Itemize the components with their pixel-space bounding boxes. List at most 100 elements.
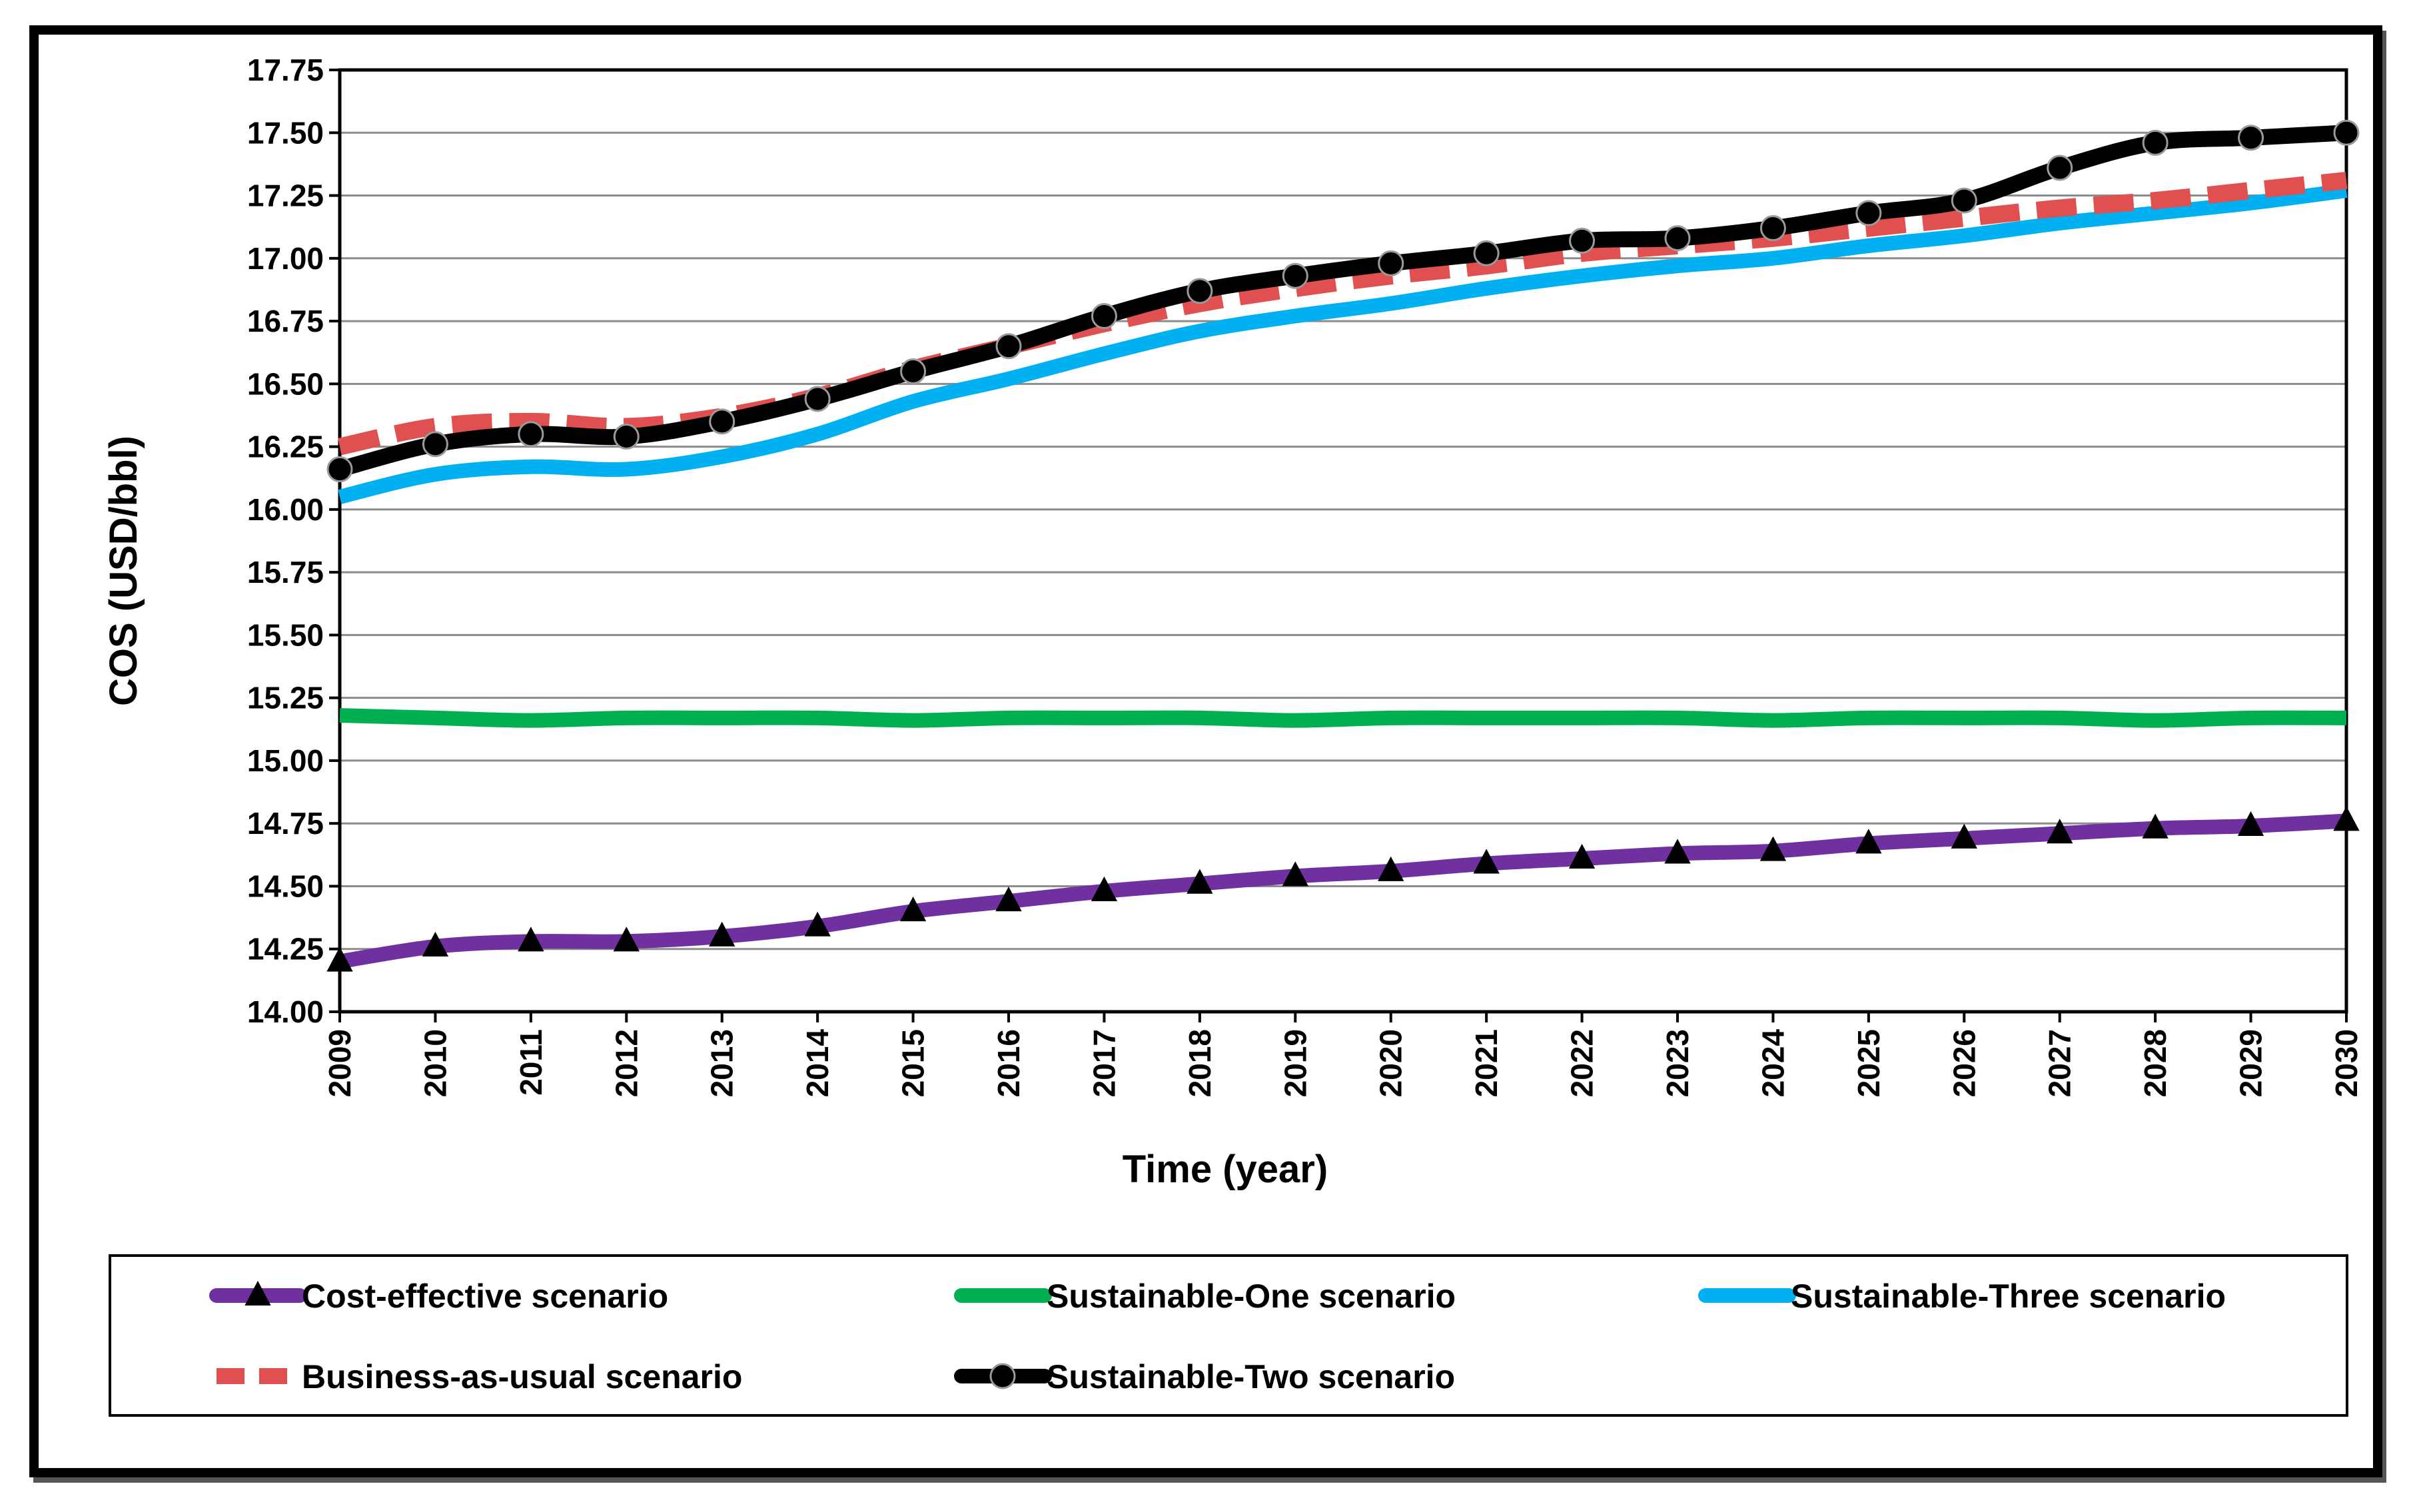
x-tick-label: 2027	[2043, 1029, 2077, 1097]
data-point	[1951, 823, 1977, 849]
data-point	[1378, 250, 1404, 276]
y-tick-label: 16.75	[247, 304, 324, 338]
series-sustainable-one-scenario	[339, 708, 2347, 728]
x-tick-label: 2026	[1947, 1029, 1981, 1097]
y-tick-label: 16.00	[247, 492, 324, 527]
data-point	[326, 946, 353, 972]
x-tick-label: 2016	[991, 1029, 1026, 1097]
data-point	[422, 931, 449, 956]
x-tick-label: 2022	[1565, 1029, 1600, 1097]
series-line	[338, 183, 2348, 504]
y-tick-label: 14.00	[247, 994, 324, 1029]
legend-entry: Sustainable-One scenario	[954, 1278, 1456, 1315]
data-point	[804, 911, 831, 937]
data-point	[2142, 813, 2169, 839]
x-tick-label: 2028	[2138, 1029, 2172, 1097]
data-point	[2238, 125, 2264, 151]
x-axis-title: Time (year)	[1123, 1148, 1328, 1191]
data-point	[422, 431, 448, 458]
data-point	[1473, 849, 1500, 874]
series-group	[326, 119, 2360, 972]
series-line	[339, 708, 2347, 728]
x-tick-label: 2021	[1469, 1029, 1504, 1097]
data-point	[518, 421, 544, 448]
series-line	[338, 171, 2348, 456]
data-point	[2047, 819, 2073, 844]
series-sustainable-two-scenario	[326, 119, 2360, 483]
y-tick-label: 16.50	[247, 366, 324, 401]
y-tick-label: 14.75	[247, 806, 324, 841]
series-cost-effective-scenario	[326, 806, 2360, 972]
x-tick-label: 2025	[1851, 1029, 1886, 1097]
data-point	[1473, 240, 1500, 266]
data-point	[326, 456, 353, 483]
data-point	[1759, 215, 1786, 242]
series-sustainable-three-scenario	[338, 183, 2348, 504]
data-point	[1187, 869, 1213, 894]
data-point	[899, 897, 927, 922]
data-point	[1282, 262, 1308, 289]
data-point	[1664, 839, 1691, 864]
y-tick-label: 17.50	[247, 115, 324, 150]
x-tick-label: 2009	[322, 1029, 357, 1097]
data-point	[1569, 227, 1596, 254]
y-tick-label: 17.25	[247, 179, 324, 213]
legend-marker	[989, 1363, 1016, 1389]
data-point	[1951, 187, 1977, 214]
data-point	[2237, 811, 2264, 836]
data-point	[1855, 200, 1882, 226]
plot-area-border	[338, 68, 2348, 1014]
data-point	[1855, 829, 1882, 854]
y-tick-label: 17.00	[247, 241, 324, 276]
legend-box	[109, 1254, 2348, 1417]
legend-entry: Sustainable-Two scenario	[954, 1358, 1455, 1395]
x-tick-label: 2015	[896, 1029, 931, 1097]
y-tick-label: 15.25	[247, 681, 324, 715]
x-tick-label: 2020	[1374, 1029, 1408, 1097]
data-point	[1091, 303, 1117, 330]
data-point	[613, 424, 640, 450]
data-point	[2333, 806, 2360, 831]
data-point	[2333, 119, 2360, 146]
data-point	[1664, 225, 1691, 252]
x-tick-label: 2023	[1660, 1029, 1695, 1097]
legend-entry: Business-as-usual scenario	[217, 1358, 742, 1395]
x-tick-label: 2018	[1183, 1029, 1217, 1097]
legend-entry: Cost-effective scenario	[209, 1278, 668, 1315]
legend: Cost-effective scenario Sustainable-One s…	[109, 1254, 2348, 1417]
data-point	[709, 408, 735, 435]
series-line	[337, 125, 2347, 478]
x-tick-label: 2010	[418, 1029, 452, 1097]
data-point	[1091, 876, 1118, 902]
x-tick-label: 2013	[705, 1029, 739, 1097]
data-point	[1282, 861, 1308, 887]
data-point	[1759, 836, 1787, 861]
x-tick-label: 2011	[514, 1029, 548, 1096]
data-point	[995, 333, 1022, 360]
x-tick-label: 2017	[1087, 1029, 1121, 1097]
data-point	[1378, 856, 1404, 881]
chart-frame	[29, 25, 2382, 1477]
y-tick-label: 15.50	[247, 617, 324, 652]
data-point	[900, 358, 927, 384]
data-point	[995, 886, 1022, 912]
legend-label: Sustainable-Two scenario	[1047, 1358, 1455, 1395]
x-tick-label: 2029	[2234, 1029, 2268, 1097]
y-axis-title: COS (USD/bbl)	[102, 436, 145, 706]
data-point	[518, 927, 544, 952]
y-tick-label: 15.75	[247, 555, 324, 589]
data-point	[613, 927, 640, 952]
y-tick-label: 17.75	[247, 53, 324, 87]
axes: 14.00 14.25 14.50 14.75 15.00 15.25 15.50 15.75…	[247, 53, 2364, 1097]
series-line	[338, 813, 2347, 969]
x-tick-label: 2012	[609, 1029, 644, 1097]
series-business-as-usual-scenario	[338, 171, 2348, 456]
data-point	[2047, 155, 2073, 181]
legend-entry: Sustainable-Three scenario	[1698, 1278, 2226, 1315]
y-tick-label: 14.50	[247, 869, 324, 903]
legend-label: Sustainable-Three scenario	[1791, 1278, 2226, 1315]
legend-label: Sustainable-One scenario	[1047, 1278, 1456, 1315]
data-point	[1187, 278, 1213, 304]
x-tick-label: 2030	[2329, 1029, 2364, 1097]
